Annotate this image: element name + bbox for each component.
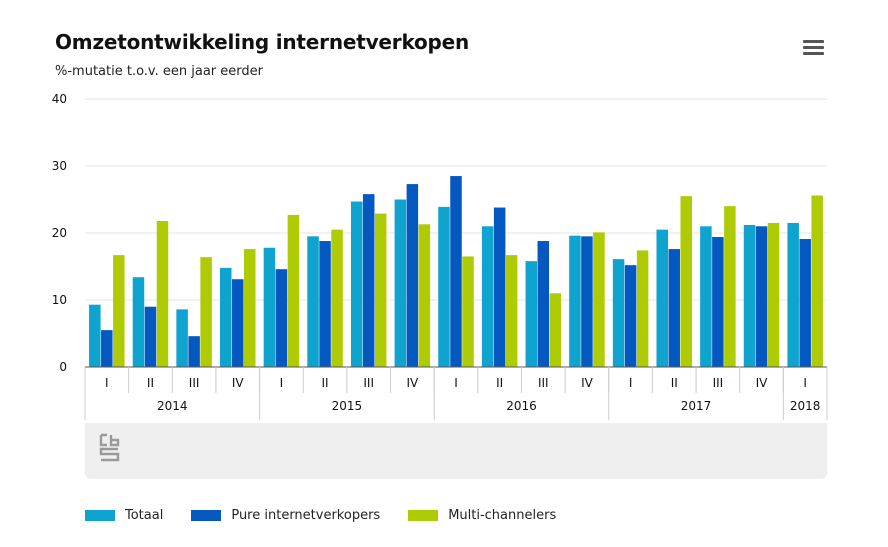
hamburger-menu-icon[interactable] (803, 38, 825, 56)
bar-totaal[interactable] (481, 226, 494, 367)
bar-totaal[interactable] (132, 277, 145, 367)
y-tick-label: 20 (52, 226, 67, 240)
bar-multi-channelers[interactable] (593, 232, 605, 367)
year-label: 2016 (506, 399, 537, 413)
legend-swatch-multi-channelers (408, 509, 439, 521)
bar-pure-internetverkopers[interactable] (493, 207, 506, 367)
x-tick-label: II (671, 376, 678, 390)
bar-totaal[interactable] (656, 229, 668, 367)
bar-multi-channelers[interactable] (287, 214, 300, 367)
bar-totaal[interactable] (700, 226, 712, 367)
y-tick-label: 0 (59, 360, 67, 374)
cbs-logo-icon (97, 433, 123, 467)
bar-totaal[interactable] (220, 267, 232, 367)
x-tick-label: II (147, 376, 154, 390)
year-label: 2017 (681, 399, 712, 413)
legend-swatch-pure-internetverkopers (191, 509, 222, 521)
y-tick-label: 10 (52, 293, 67, 307)
x-tick-label: III (713, 376, 724, 390)
bar-totaal[interactable] (438, 206, 450, 367)
bar-multi-channelers[interactable] (331, 229, 343, 367)
bar-multi-channelers[interactable] (724, 206, 736, 367)
bar-totaal[interactable] (743, 224, 756, 367)
bar-pure-internetverkopers[interactable] (188, 336, 200, 367)
legend-label-totaal: Totaal (125, 507, 164, 523)
y-tick-label: 40 (52, 92, 67, 106)
bar-pure-internetverkopers[interactable] (755, 226, 768, 367)
bar-multi-channelers[interactable] (244, 249, 256, 367)
bar-pure-internetverkopers[interactable] (450, 176, 462, 367)
bar-multi-channelers[interactable] (374, 213, 387, 367)
bar-pure-internetverkopers[interactable] (537, 241, 550, 367)
x-tick-label: III (538, 376, 549, 390)
x-tick-label: I (105, 376, 109, 390)
bar-multi-channelers[interactable] (636, 250, 649, 367)
legend-item-pure-internetverkopers[interactable]: Pure internetverkopers (191, 508, 380, 523)
chart-subtitle: %-mutatie t.o.v. een jaar eerder (55, 64, 263, 79)
chart-footer (85, 423, 827, 479)
y-tick-label: 30 (52, 159, 67, 173)
bar-totaal[interactable] (176, 309, 188, 367)
bar-pure-internetverkopers[interactable] (101, 330, 113, 367)
bar-totaal[interactable] (525, 261, 538, 367)
bar-multi-channelers[interactable] (549, 293, 562, 367)
legend: Totaal Pure internetverkopers Multi-chan… (85, 505, 584, 525)
bar-totaal[interactable] (569, 235, 581, 367)
bar-multi-channelers[interactable] (156, 220, 169, 367)
bar-pure-internetverkopers[interactable] (624, 265, 637, 367)
bar-pure-internetverkopers[interactable] (712, 237, 724, 367)
x-tick-label: III (189, 376, 200, 390)
chart-title: Omzetontwikkeling internetverkopen (55, 30, 470, 54)
bar-multi-channelers[interactable] (200, 257, 212, 367)
legend-label-multi-channelers: Multi-channelers (448, 507, 557, 523)
year-label: 2014 (157, 399, 188, 413)
bar-totaal[interactable] (787, 222, 799, 367)
x-tick-label: I (629, 376, 633, 390)
x-tick-label: IV (756, 376, 769, 390)
x-tick-label: I (280, 376, 284, 390)
bar-totaal[interactable] (394, 199, 407, 368)
bar-pure-internetverkopers[interactable] (362, 194, 375, 367)
bar-multi-channelers[interactable] (505, 255, 518, 367)
x-tick-label: II (322, 376, 329, 390)
bar-totaal[interactable] (89, 304, 101, 367)
bar-multi-channelers[interactable] (462, 256, 474, 367)
bar-multi-channelers[interactable] (680, 196, 692, 367)
bar-totaal[interactable] (350, 201, 363, 367)
bar-multi-channelers[interactable] (418, 224, 431, 367)
bar-pure-internetverkopers[interactable] (799, 239, 811, 367)
bar-multi-channelers[interactable] (113, 255, 125, 367)
x-tick-label: III (363, 376, 374, 390)
x-tick-label: II (496, 376, 503, 390)
bar-totaal[interactable] (307, 236, 319, 367)
bar-pure-internetverkopers[interactable] (668, 249, 680, 367)
bar-multi-channelers[interactable] (811, 195, 823, 367)
legend-item-totaal[interactable]: Totaal (85, 508, 163, 523)
bar-totaal[interactable] (263, 247, 276, 367)
x-tick-label: IV (232, 376, 245, 390)
bar-totaal[interactable] (612, 259, 625, 367)
bar-pure-internetverkopers[interactable] (232, 279, 244, 367)
x-tick-label: IV (406, 376, 419, 390)
bar-multi-channelers[interactable] (767, 222, 780, 367)
x-tick-label: IV (581, 376, 594, 390)
legend-item-multi-channelers[interactable]: Multi-channelers (408, 508, 556, 523)
bar-pure-internetverkopers[interactable] (144, 306, 157, 367)
bar-pure-internetverkopers[interactable] (581, 236, 593, 367)
year-label: 2015 (332, 399, 363, 413)
x-tick-label: I (803, 376, 807, 390)
bar-pure-internetverkopers[interactable] (275, 269, 288, 367)
x-tick-label: I (454, 376, 458, 390)
year-label: 2018 (790, 399, 821, 413)
bar-pure-internetverkopers[interactable] (406, 184, 419, 367)
legend-swatch-totaal (85, 509, 115, 521)
bar-pure-internetverkopers[interactable] (319, 241, 331, 367)
legend-label-pure-internetverkopers: Pure internetverkopers (231, 507, 381, 523)
